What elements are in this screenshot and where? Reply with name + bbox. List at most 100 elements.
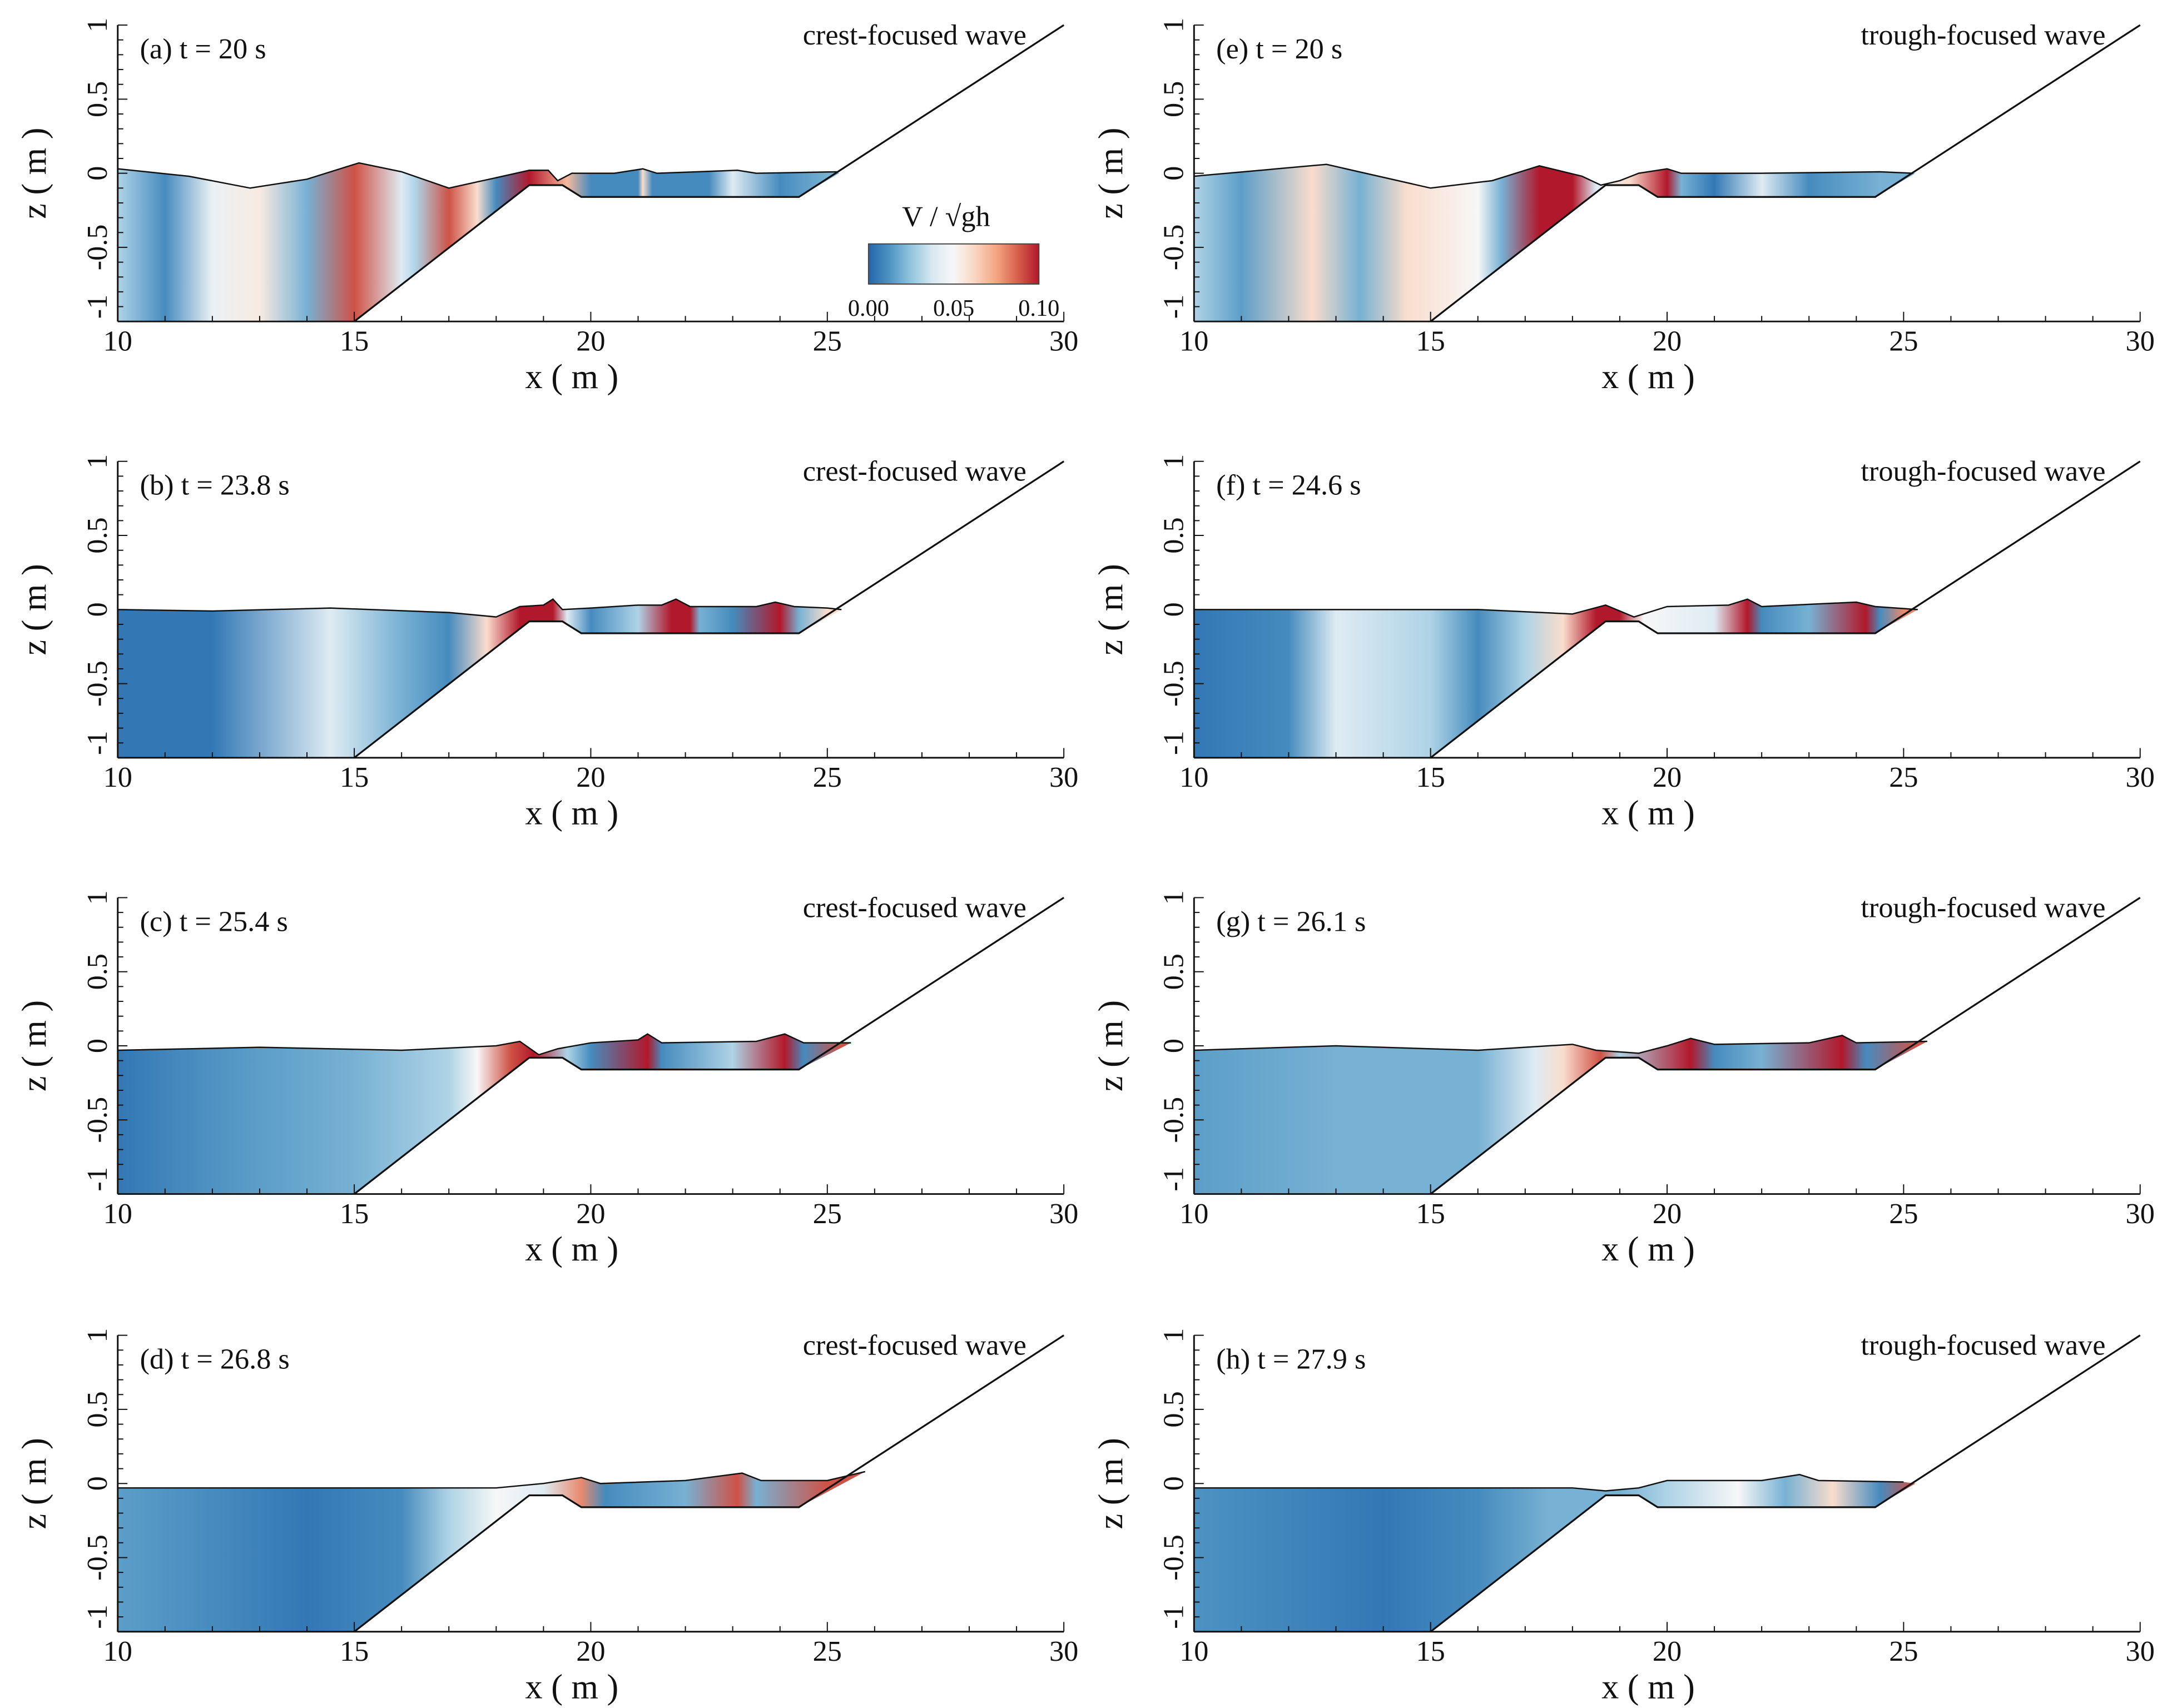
y-tick-label: 0 [81,1039,113,1053]
y-tick-label: -1 [1157,731,1189,755]
panel-time-label: (e) t = 20 s [1216,33,1342,65]
colorbar-tick-label: 0.00 [848,295,889,321]
panel-e: 10 15 20 25 30 1 0.5 0 -0.5 -1 x ( m ) z ( m ) (e) t… [1092,18,2155,396]
colorbar-title: V / √gh [902,200,990,232]
panel-time-label: (a) t = 20 s [140,33,266,65]
free-surface-line [117,1471,866,1489]
x-tick-label: 30 [1049,325,1078,357]
x-tick-label: 25 [1889,761,1918,793]
y-tick-label: -0.5 [81,661,113,707]
y-tick-label: 0 [81,166,113,181]
x-tick-label: 30 [1049,761,1078,793]
x-tick-label: 20 [576,1198,605,1230]
x-tick-label: 20 [1653,1198,1682,1230]
y-tick-label: 0.5 [1157,954,1189,990]
free-surface-line [117,598,842,618]
panel-time-label: (h) t = 27.9 s [1216,1343,1366,1375]
wave-type-label: trough-focused wave [1861,455,2105,488]
y-tick-label: -1 [1157,1167,1189,1191]
y-tick-label: 0.5 [1157,517,1189,553]
x-tick-label: 15 [1416,1198,1445,1230]
x-axis-label: x ( m ) [1601,794,1695,832]
bathymetry-line [1430,897,2141,1195]
free-surface-line [117,1033,851,1056]
panel-a: 10 15 20 25 30 1 0.5 0 -0.5 -1 x ( m ) z ( m ) (a) t… [16,18,1078,396]
x-tick-label: 30 [2126,1198,2155,1230]
x-axis-label: x ( m ) [525,794,619,832]
bathymetry-line [354,1334,1065,1633]
x-tick-label: 25 [813,325,842,357]
panel-time-label: (c) t = 25.4 s [140,905,288,937]
y-tick-label: 1 [81,890,113,905]
x-tick-label: 10 [103,761,132,793]
panel-time-label: (g) t = 26.1 s [1216,905,1366,937]
x-tick-label: 15 [340,1635,369,1667]
free-surface-line [1194,1473,1904,1492]
y-axis-label: z ( m ) [16,564,53,655]
panel-time-label: (d) t = 26.8 s [140,1343,290,1375]
y-axis-label: z ( m ) [1092,1000,1130,1091]
bathymetry-line [354,897,1065,1195]
x-tick-label: 30 [1049,1198,1078,1230]
y-tick-label: 0.5 [81,954,113,990]
panel-h: 10 15 20 25 30 1 0.5 0 -0.5 -1 x ( m ) z ( m ) (h) t… [1092,1328,2155,1706]
y-tick-label: 1 [81,1328,113,1343]
x-tick-label: 25 [1889,1635,1918,1667]
x-tick-label: 25 [1889,325,1918,357]
x-tick-label: 20 [576,325,605,357]
panel-g: 10 15 20 25 30 1 0.5 0 -0.5 -1 x ( m ) z ( m ) (g) t… [1092,890,2155,1268]
x-tick-label: 10 [1179,761,1208,793]
x-axis-label: x ( m ) [1601,1230,1695,1268]
x-tick-label: 15 [1416,761,1445,793]
y-tick-label: -1 [1157,295,1189,319]
y-tick-label: 1 [1157,18,1189,32]
water-velocity-field [117,1034,851,1194]
panel-time-label: (f) t = 24.6 s [1216,469,1361,502]
y-axis-label: z ( m ) [16,1438,53,1529]
wave-type-label: crest-focused wave [803,891,1027,923]
y-tick-label: -1 [81,731,113,755]
y-tick-label: -0.5 [81,225,113,271]
y-tick-label: -1 [81,295,113,319]
y-tick-label: 0.5 [1157,1391,1189,1427]
panel-f: 10 15 20 25 30 1 0.5 0 -0.5 -1 x ( m ) z ( m ) (f) t… [1092,454,2155,832]
y-tick-label: 1 [81,18,113,32]
x-tick-label: 15 [1416,325,1445,357]
water-velocity-field [1194,164,1916,322]
y-tick-label: 0 [1157,1476,1189,1491]
y-axis-label: z ( m ) [16,1000,53,1091]
y-tick-label: 0 [81,1476,113,1491]
y-tick-label: 0.5 [81,81,113,117]
x-tick-label: 25 [813,1198,842,1230]
wave-type-label: crest-focused wave [803,19,1027,51]
y-tick-label: 0.5 [1157,81,1189,117]
bathymetry-line [1430,24,2141,322]
x-tick-label: 20 [1653,761,1682,793]
x-tick-label: 25 [813,761,842,793]
y-tick-label: -1 [81,1167,113,1191]
y-tick-label: 1 [1157,890,1189,905]
x-tick-label: 10 [1179,1198,1208,1230]
x-tick-label: 10 [103,1198,132,1230]
colorbar-tick-label: 0.05 [933,295,974,321]
panel-c: 10 15 20 25 30 1 0.5 0 -0.5 -1 x ( m ) z ( m ) (c) t… [16,890,1078,1268]
free-surface-line [117,162,837,189]
water-velocity-field [1194,599,1918,758]
x-tick-label: 30 [2126,1635,2155,1667]
bathymetry-line [354,460,1065,759]
colorbar-bar [867,243,1040,285]
x-tick-label: 30 [2126,325,2155,357]
x-axis-label: x ( m ) [525,1230,619,1268]
water-velocity-field [117,162,840,322]
x-tick-label: 25 [1889,1198,1918,1230]
water-velocity-field [1194,1474,1916,1632]
x-tick-label: 15 [340,761,369,793]
free-surface-line [1194,598,1918,618]
x-axis-label: x ( m ) [525,358,619,396]
y-tick-label: 1 [81,454,113,469]
y-tick-label: 1 [1157,1328,1189,1343]
x-axis-label: x ( m ) [1601,1668,1695,1706]
x-tick-label: 10 [1179,1635,1208,1667]
x-tick-label: 20 [576,1635,605,1667]
